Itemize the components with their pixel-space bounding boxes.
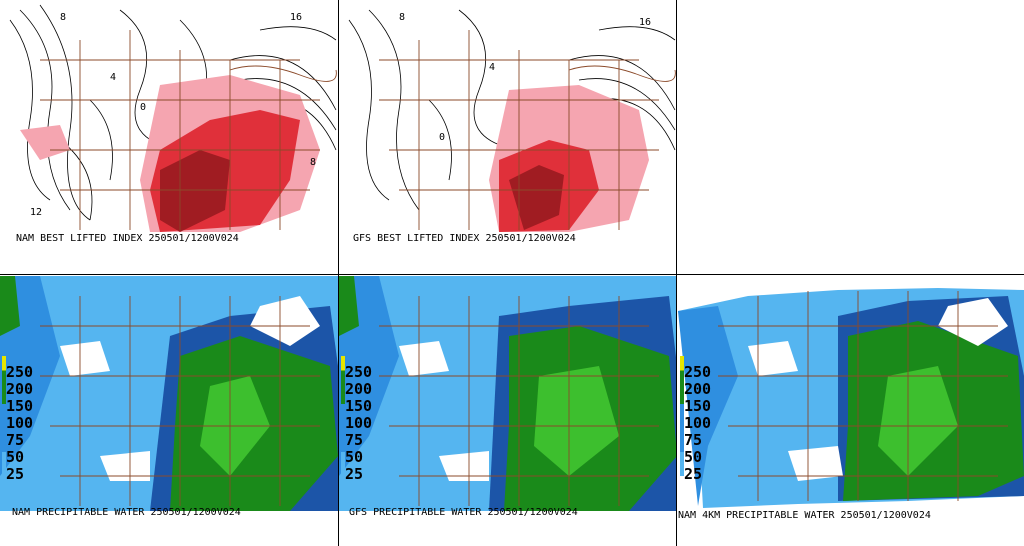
- scale-label: 100: [684, 414, 712, 432]
- gfs-lifted-index-panel: 8 16 4 0 GFS BEST LIFTED INDEX 250501/12…: [339, 0, 677, 246]
- scale-label: 50: [684, 448, 703, 466]
- contour-label: 16: [639, 17, 651, 28]
- pw-scale: 250 200 150 100 75 50 25: [684, 364, 711, 483]
- pw-scale: 250 200 150 100 75 50 25: [345, 364, 372, 483]
- scale-label: 200: [6, 380, 34, 398]
- scale-label: 100: [345, 414, 373, 432]
- contour-label: 8: [60, 12, 66, 23]
- contour-label: 0: [439, 132, 445, 143]
- contour-label: 16: [290, 12, 302, 23]
- contour-label: 0: [140, 102, 146, 113]
- divider: [338, 0, 339, 546]
- gfs-precip-water-map: [339, 276, 677, 511]
- divider: [0, 274, 1024, 275]
- scale-label: 150: [684, 397, 712, 415]
- scale-label: 250: [6, 363, 34, 381]
- scale-bar: [341, 356, 345, 476]
- scale-bar: [680, 356, 684, 476]
- contour-label: 12: [30, 207, 42, 218]
- divider: [676, 0, 677, 546]
- gfs-precip-water-panel: 250 200 150 100 75 50 25 GFS PRECIPITABL…: [339, 276, 677, 546]
- panel-caption: NAM 4KM PRECIPITABLE WATER 250501/1200V0…: [678, 510, 931, 521]
- scale-label: 25: [684, 465, 703, 483]
- scale-label: 150: [345, 397, 373, 415]
- scale-label: 75: [684, 431, 703, 449]
- nam-precip-water-panel: 250 200 150 100 75 50 25 NAM PRECIPITABL…: [0, 276, 338, 546]
- pw-scale: 250 200 150 100 75 50 25: [6, 364, 33, 483]
- contour-label: 4: [489, 62, 495, 73]
- nam-lifted-index-map: 8 16 4 0 12 8: [9, 4, 337, 232]
- scale-label: 250: [345, 363, 373, 381]
- panel-caption: NAM BEST LIFTED INDEX 250501/1200V024: [16, 233, 239, 244]
- scale-label: 100: [6, 414, 34, 432]
- scale-label: 50: [345, 448, 364, 466]
- scale-label: 25: [6, 465, 25, 483]
- scale-label: 150: [6, 397, 34, 415]
- scale-label: 50: [6, 448, 25, 466]
- nam4km-precip-water-map: [678, 288, 1024, 508]
- panel-caption: GFS BEST LIFTED INDEX 250501/1200V024: [353, 233, 576, 244]
- contour-label: 8: [399, 12, 405, 23]
- scale-label: 25: [345, 465, 364, 483]
- scale-label: 200: [345, 380, 373, 398]
- divider: [677, 0, 1024, 1]
- gfs-lifted-index-map: 8 16 4 0: [348, 9, 676, 232]
- nam-lifted-index-panel: 8 16 4 0 12 8 NAM BEST LIFTED INDEX 2505…: [0, 0, 338, 246]
- scale-label: 75: [345, 431, 364, 449]
- panel-caption: NAM PRECIPITABLE WATER 250501/1200V024: [12, 507, 241, 518]
- scale-label: 200: [684, 380, 712, 398]
- scale-label: 250: [684, 363, 712, 381]
- panel-caption: GFS PRECIPITABLE WATER 250501/1200V024: [349, 507, 578, 518]
- contour-label: 4: [110, 72, 116, 83]
- nam4km-precip-water-panel: 250 200 150 100 75 50 25 NAM 4KM PRECIPI…: [678, 276, 1024, 546]
- scale-bar: [2, 356, 6, 476]
- nam-precip-water-map: [0, 276, 338, 511]
- contour-label: 8: [310, 157, 316, 168]
- scale-label: 75: [6, 431, 25, 449]
